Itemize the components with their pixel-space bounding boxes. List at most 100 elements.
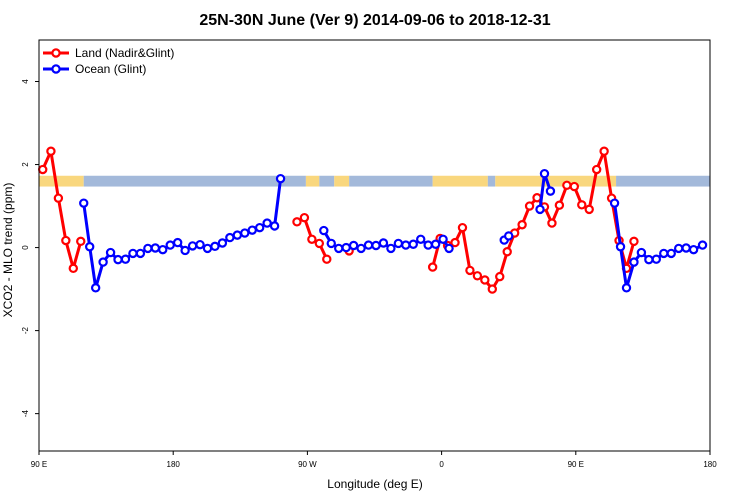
x-tick-label: 180 xyxy=(167,460,181,469)
band-segment-land xyxy=(39,175,84,187)
legend: Land (Nadir&Glint) Ocean (Glint) xyxy=(43,46,174,76)
x-tick-label: 90 E xyxy=(568,460,584,469)
data-point-ocean xyxy=(275,173,286,184)
data-point-ocean xyxy=(629,257,639,267)
surface-band xyxy=(39,175,710,187)
plot-frame xyxy=(38,39,711,452)
data-point-ocean xyxy=(262,218,272,228)
data-point-ocean xyxy=(688,244,699,255)
data-point-ocean xyxy=(408,239,418,249)
data-point-land xyxy=(517,220,527,230)
band-segment-ocean xyxy=(319,175,335,187)
data-point-land xyxy=(554,200,565,210)
data-point-land xyxy=(61,235,71,246)
data-point-ocean xyxy=(438,234,448,244)
x-tick-label: 90 W xyxy=(298,460,317,469)
legend-label: Land (Nadir&Glint) xyxy=(75,46,174,60)
band-segment-ocean xyxy=(349,175,433,187)
data-point-ocean xyxy=(135,248,146,259)
data-point-ocean xyxy=(636,247,647,258)
data-point-ocean xyxy=(79,198,89,208)
data-point-ocean xyxy=(254,222,265,233)
data-point-ocean xyxy=(113,254,123,265)
data-point-ocean xyxy=(341,242,351,253)
data-point-ocean xyxy=(187,241,198,251)
data-point-ocean xyxy=(535,204,545,215)
data-point-land xyxy=(427,262,438,272)
chart-title: 25N-30N June (Ver 9) 2014-09-06 to 2018-… xyxy=(199,12,550,29)
data-point-ocean xyxy=(143,243,153,254)
data-point-ocean xyxy=(545,186,556,196)
data-point-land xyxy=(547,218,557,228)
data-point-ocean xyxy=(180,245,190,256)
legend-swatch-marker xyxy=(51,64,61,74)
data-point-ocean xyxy=(393,238,404,249)
band-segment-land xyxy=(334,175,350,187)
data-point-ocean xyxy=(356,243,366,254)
data-point-land xyxy=(487,284,497,294)
data-point-ocean xyxy=(247,225,257,235)
data-point-land xyxy=(569,181,580,192)
data-point-ocean xyxy=(269,221,280,231)
data-point-ocean xyxy=(326,238,336,249)
data-point-ocean xyxy=(150,243,161,253)
legend-item-ocean: Ocean (Glint) xyxy=(43,62,146,76)
data-point-ocean xyxy=(378,238,389,248)
data-point-ocean xyxy=(697,240,708,250)
y-tick-label: -2 xyxy=(21,327,30,335)
data-point-ocean xyxy=(128,248,138,259)
data-point-land xyxy=(495,271,505,282)
data-point-land xyxy=(629,236,639,247)
x-axis: 90 E 180 90 W 0 90 E 180 xyxy=(31,451,717,469)
data-point-ocean xyxy=(430,239,441,249)
band-segment-land xyxy=(432,175,488,187)
data-point-land xyxy=(562,180,572,191)
data-point-ocean xyxy=(504,231,514,241)
x-tick-label: 180 xyxy=(703,460,717,469)
series-layer xyxy=(38,146,708,294)
data-point-ocean xyxy=(673,243,684,254)
x-axis-label: Longitude (deg E) xyxy=(327,477,422,491)
data-point-ocean xyxy=(98,257,108,267)
x-tick-label: 0 xyxy=(439,460,444,469)
y-axis-label: XCO2 - MLO trend (ppm) xyxy=(1,183,15,318)
band-segment-land xyxy=(305,175,320,187)
data-point-land xyxy=(53,193,64,203)
data-point-ocean xyxy=(90,283,101,293)
data-point-ocean xyxy=(681,243,691,253)
data-point-land xyxy=(292,217,302,227)
data-point-ocean xyxy=(423,240,433,250)
data-point-land xyxy=(591,164,602,175)
data-point-ocean xyxy=(172,237,183,248)
data-point-land xyxy=(480,275,490,285)
data-point-ocean xyxy=(539,168,550,179)
band-segment-land xyxy=(495,175,617,187)
x-tick-label: 90 E xyxy=(31,460,47,469)
data-point-ocean xyxy=(158,244,168,255)
data-point-land xyxy=(38,164,48,175)
data-point-land xyxy=(307,234,317,244)
data-point-ocean xyxy=(105,247,116,258)
data-point-ocean xyxy=(651,254,662,264)
data-point-land xyxy=(577,200,587,210)
data-point-land xyxy=(76,236,86,247)
data-point-ocean xyxy=(416,234,426,244)
data-point-land xyxy=(322,254,332,264)
data-point-ocean xyxy=(666,248,676,259)
data-point-ocean xyxy=(120,254,131,264)
data-point-land xyxy=(68,263,78,274)
y-tick-label: 4 xyxy=(21,79,30,84)
data-point-ocean xyxy=(609,198,620,208)
data-point-ocean xyxy=(363,240,374,250)
data-point-ocean xyxy=(84,242,95,252)
data-point-ocean xyxy=(195,239,205,250)
data-point-land xyxy=(46,146,56,156)
data-point-ocean xyxy=(386,243,396,254)
series-line-land xyxy=(431,149,636,291)
data-point-ocean xyxy=(240,228,250,238)
data-point-land xyxy=(472,271,483,281)
data-point-land xyxy=(457,222,468,233)
band-segment-ocean xyxy=(616,175,710,187)
legend-item-land: Land (Nadir&Glint) xyxy=(43,46,174,60)
data-point-land xyxy=(502,247,512,257)
